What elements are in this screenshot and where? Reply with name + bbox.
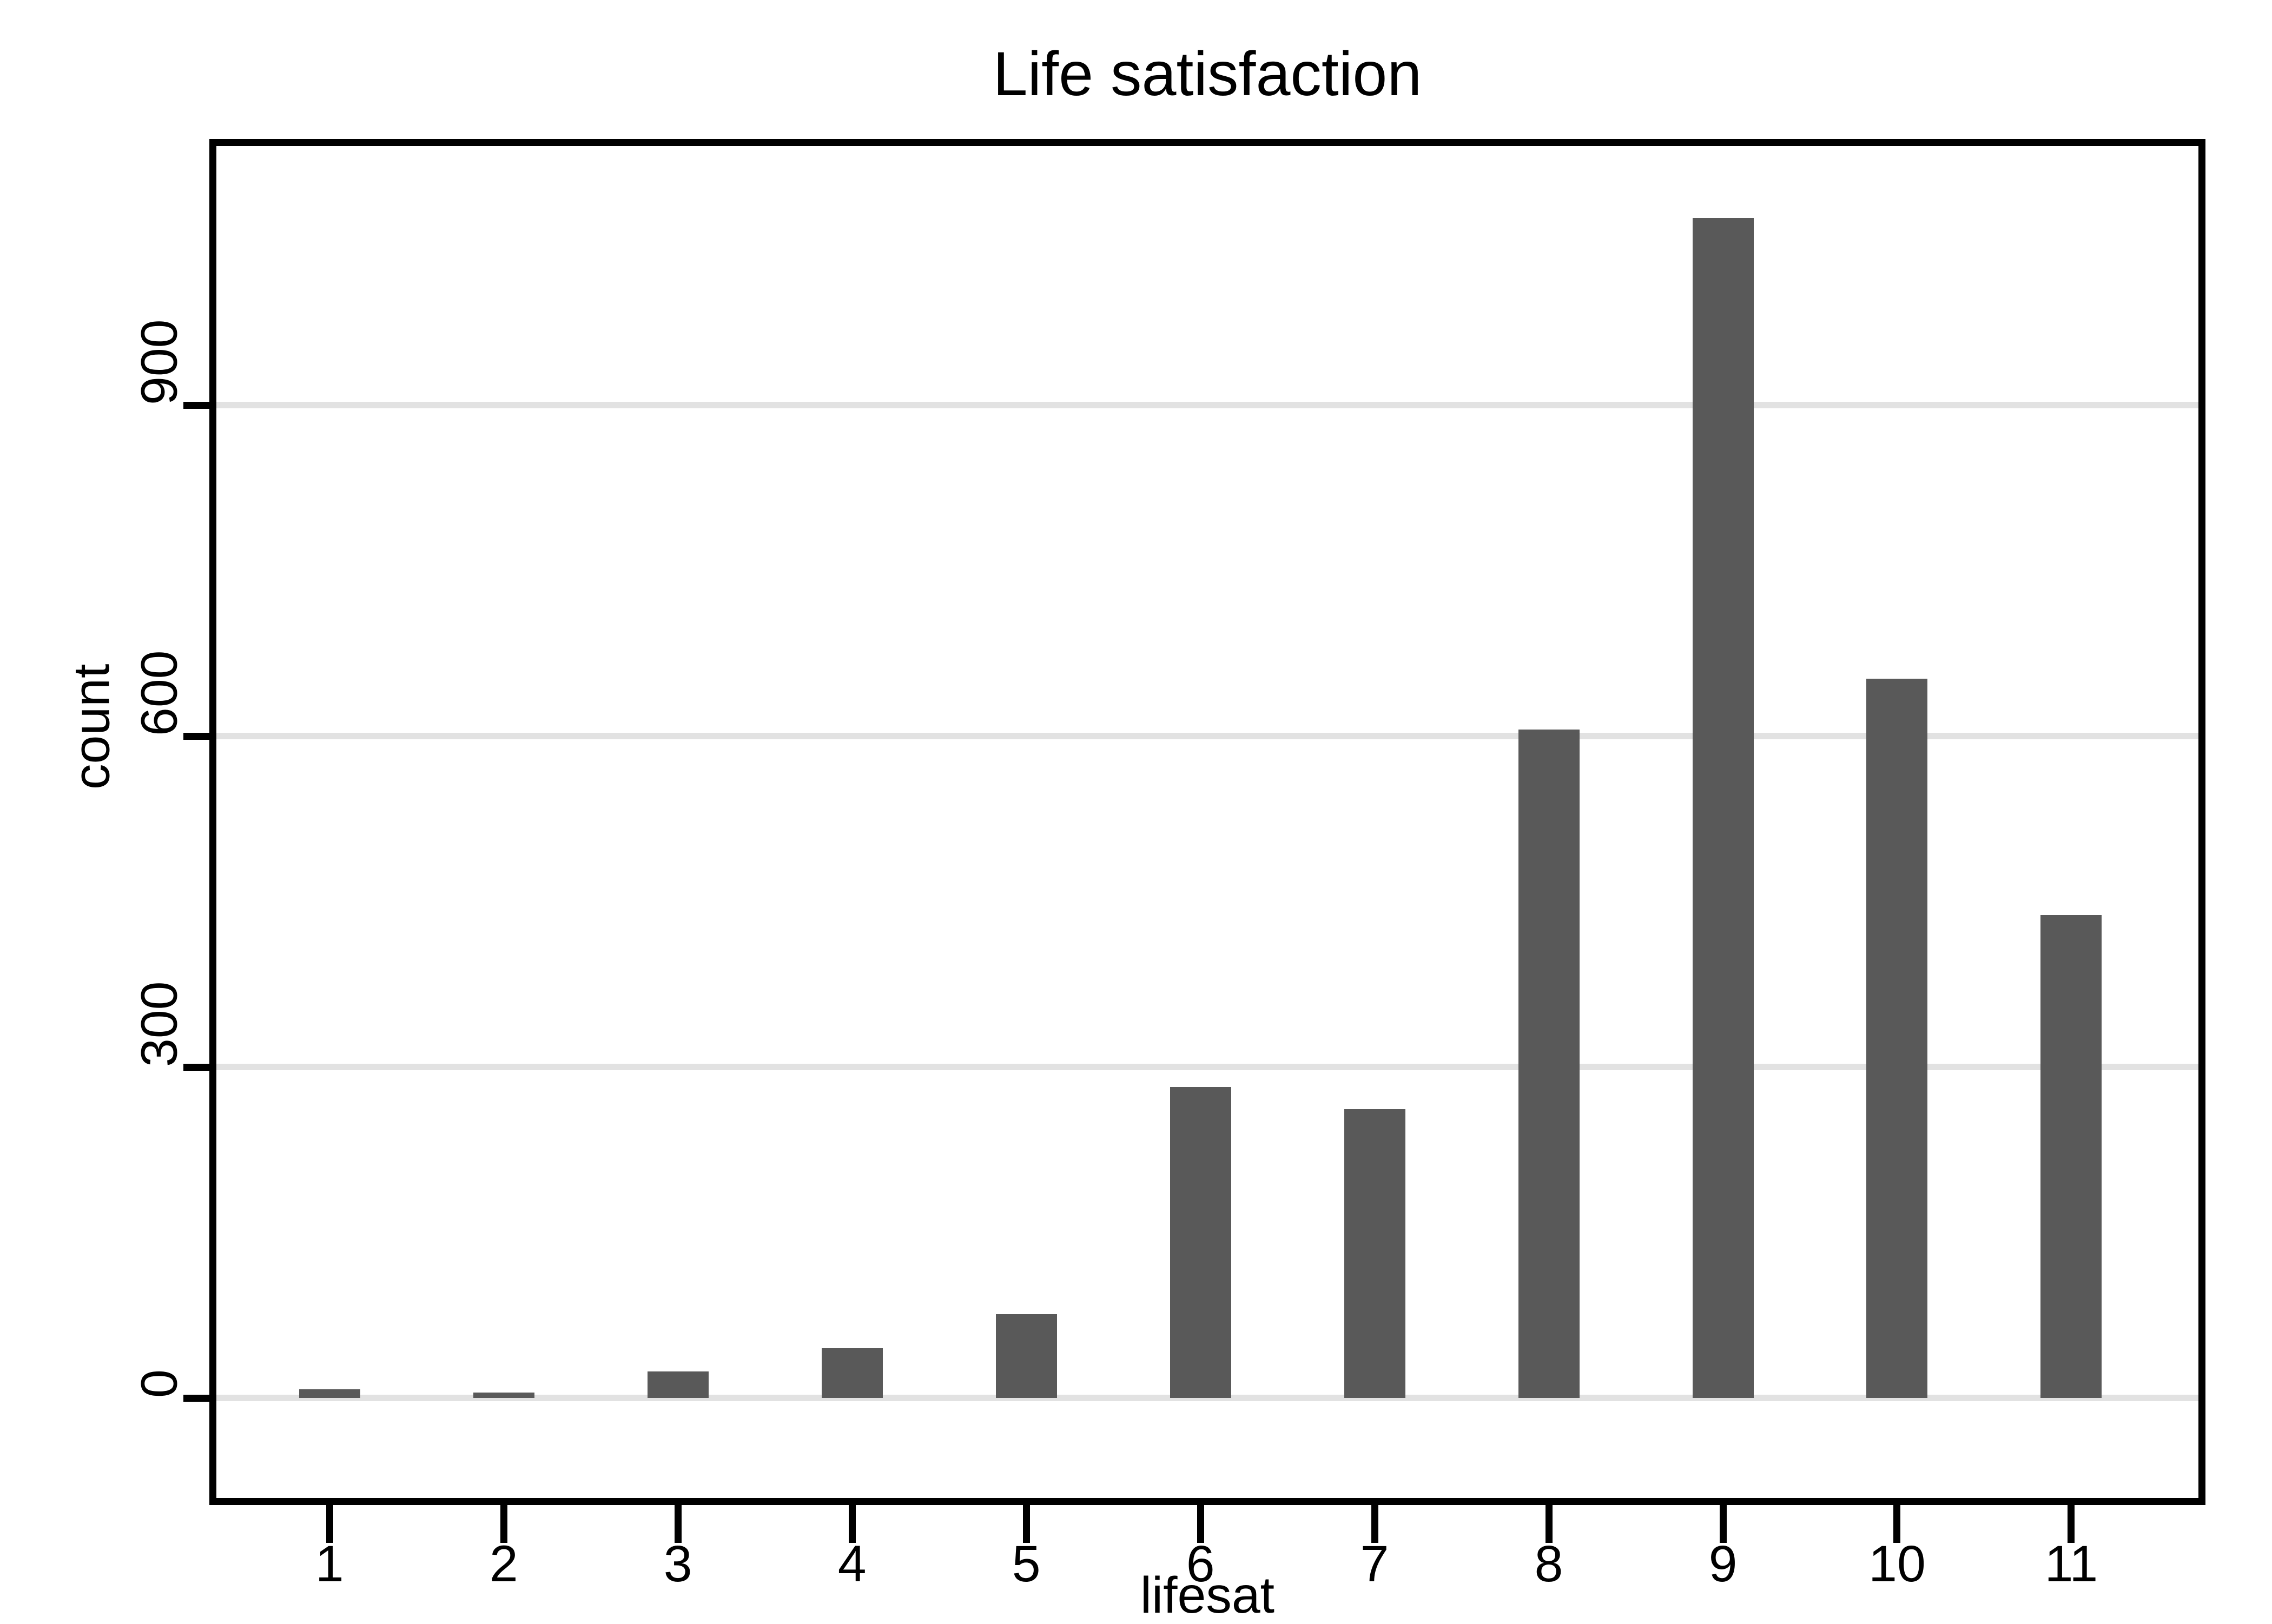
bar-lifesat-6 <box>1170 1086 1231 1398</box>
bar-lifesat-1 <box>299 1389 360 1398</box>
x-tick-label-9: 9 <box>1708 1535 1738 1593</box>
plot-area <box>216 146 2198 1498</box>
bar-lifesat-8 <box>1518 729 1580 1398</box>
bar-lifesat-7 <box>1344 1109 1405 1398</box>
x-axis-tick-3 <box>674 1505 682 1543</box>
x-axis-tick-6 <box>1197 1505 1204 1543</box>
x-axis-tick-10 <box>1893 1505 1901 1543</box>
y-axis-tick-600 <box>183 732 216 740</box>
x-axis-tick-5 <box>1022 1505 1030 1543</box>
x-axis-tick-7 <box>1371 1505 1378 1543</box>
x-axis-tick-8 <box>1545 1505 1553 1543</box>
bar-lifesat-2 <box>473 1392 534 1398</box>
bar-lifesat-10 <box>1866 679 1928 1398</box>
x-tick-label-10: 10 <box>1868 1535 1926 1593</box>
x-tick-label-2: 2 <box>489 1535 518 1593</box>
y-axis-tick-300 <box>183 1063 216 1071</box>
x-axis-tick-1 <box>326 1505 333 1543</box>
bar-lifesat-11 <box>2040 914 2102 1398</box>
x-tick-label-7: 7 <box>1360 1535 1389 1593</box>
bar-lifesat-4 <box>821 1348 883 1398</box>
gridline-y-900 <box>216 402 2198 409</box>
chart-title: Life satisfaction <box>993 39 1422 109</box>
x-axis-tick-11 <box>2068 1505 2075 1543</box>
x-axis-tick-4 <box>848 1505 856 1543</box>
x-axis-title: lifesat <box>1140 1567 1275 1624</box>
bar-lifesat-5 <box>995 1314 1057 1398</box>
x-tick-label-5: 5 <box>1012 1535 1041 1593</box>
bar-lifesat-9 <box>1692 217 1754 1398</box>
x-tick-label-1: 1 <box>315 1535 344 1593</box>
x-tick-label-11: 11 <box>2044 1535 2098 1593</box>
x-tick-label-4: 4 <box>837 1535 867 1593</box>
y-axis-tick-0 <box>183 1394 216 1402</box>
x-axis-tick-2 <box>500 1505 507 1543</box>
x-tick-label-8: 8 <box>1534 1535 1563 1593</box>
x-axis-tick-9 <box>1719 1505 1727 1543</box>
y-axis-tick-900 <box>183 401 216 409</box>
x-tick-label-3: 3 <box>663 1535 692 1593</box>
bar-lifesat-3 <box>647 1371 709 1398</box>
x-tick-label-6: 6 <box>1186 1535 1215 1593</box>
